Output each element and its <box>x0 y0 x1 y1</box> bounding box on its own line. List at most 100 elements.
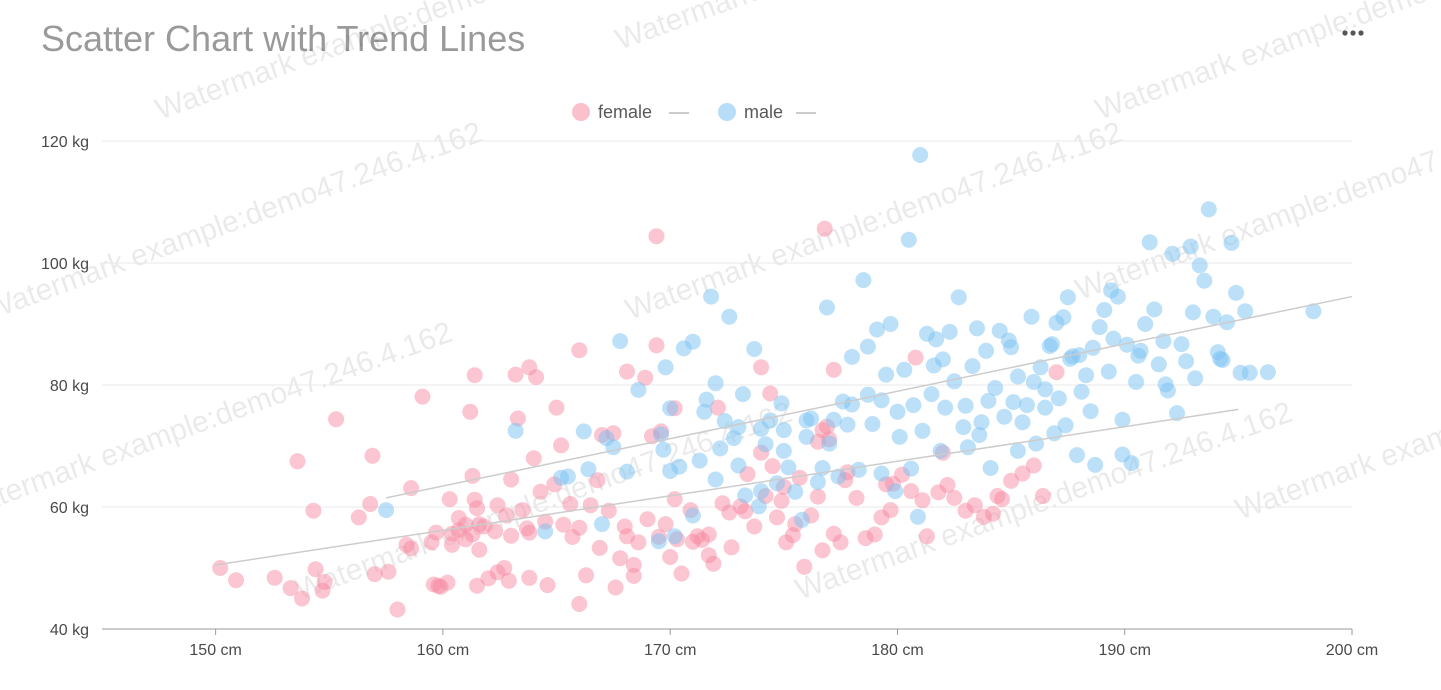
data-point-male[interactable] <box>703 288 720 305</box>
data-point-male[interactable] <box>964 358 981 375</box>
data-point-female[interactable] <box>571 519 588 536</box>
data-point-male[interactable] <box>1087 456 1104 473</box>
data-point-male[interactable] <box>1184 304 1201 321</box>
data-point-male[interactable] <box>1146 301 1163 318</box>
data-point-female[interactable] <box>212 560 229 576</box>
data-point-female[interactable] <box>521 569 538 586</box>
data-point-female[interactable] <box>228 572 245 589</box>
data-point-male[interactable] <box>1082 403 1099 420</box>
data-point-male[interactable] <box>559 468 576 485</box>
data-point-female[interactable] <box>553 437 570 454</box>
data-point-male[interactable] <box>873 465 890 482</box>
data-point-male[interactable] <box>684 333 701 350</box>
data-point-male[interactable] <box>775 442 792 459</box>
data-point-male[interactable] <box>1157 376 1174 393</box>
data-point-male[interactable] <box>959 439 976 456</box>
data-point-male[interactable] <box>900 231 917 248</box>
data-point-female[interactable] <box>737 503 754 520</box>
data-point-female[interactable] <box>705 555 722 572</box>
data-point-female[interactable] <box>816 220 833 237</box>
data-point-male[interactable] <box>1084 339 1101 356</box>
data-point-female[interactable] <box>612 550 629 567</box>
data-point-male[interactable] <box>1062 350 1079 367</box>
data-point-female[interactable] <box>380 563 397 580</box>
data-point-male[interactable] <box>775 422 792 439</box>
data-point-male[interactable] <box>605 439 622 456</box>
data-point-female[interactable] <box>773 492 790 509</box>
data-point-male[interactable] <box>1048 314 1065 331</box>
data-point-female[interactable] <box>503 527 520 544</box>
data-point-female[interactable] <box>571 342 588 359</box>
data-point-female[interactable] <box>496 560 513 576</box>
data-point-male[interactable] <box>1078 367 1095 384</box>
data-point-female[interactable] <box>428 524 445 541</box>
data-point-female[interactable] <box>939 477 956 493</box>
data-point-female[interactable] <box>723 539 740 556</box>
data-point-male[interactable] <box>378 502 395 519</box>
data-point-female[interactable] <box>266 569 283 586</box>
data-point-male[interactable] <box>980 392 997 409</box>
data-point-male[interactable] <box>1050 390 1067 407</box>
data-point-female[interactable] <box>753 359 770 376</box>
data-point-male[interactable] <box>1009 442 1026 459</box>
data-point-male[interactable] <box>1044 336 1060 353</box>
data-point-male[interactable] <box>1223 234 1240 251</box>
legend[interactable]: female male <box>572 102 816 122</box>
data-point-female[interactable] <box>389 601 406 618</box>
data-point-female[interactable] <box>439 574 456 591</box>
data-point-male[interactable] <box>712 440 729 457</box>
data-point-female[interactable] <box>548 399 565 416</box>
data-point-female[interactable] <box>539 577 556 594</box>
data-point-male[interactable] <box>1037 381 1054 398</box>
data-point-female[interactable] <box>1034 488 1051 504</box>
data-point-male[interactable] <box>769 475 785 492</box>
data-point-male[interactable] <box>957 397 974 414</box>
data-point-male[interactable] <box>657 359 674 376</box>
data-point-female[interactable] <box>907 349 924 366</box>
data-point-male[interactable] <box>1025 374 1042 390</box>
legend-item-male[interactable]: male <box>718 102 816 122</box>
data-point-male[interactable] <box>882 316 899 332</box>
data-point-female[interactable] <box>514 502 531 519</box>
data-point-male[interactable] <box>844 348 860 365</box>
data-point-female[interactable] <box>571 596 588 612</box>
data-point-male[interactable] <box>859 338 876 355</box>
data-point-male[interactable] <box>630 381 647 398</box>
data-point-male[interactable] <box>1073 383 1090 400</box>
data-point-male[interactable] <box>1114 411 1131 428</box>
data-point-male[interactable] <box>773 395 790 412</box>
data-point-male[interactable] <box>580 461 597 478</box>
data-point-female[interactable] <box>1025 457 1042 474</box>
data-point-female[interactable] <box>700 526 717 543</box>
data-point-female[interactable] <box>521 359 538 376</box>
data-point-male[interactable] <box>730 419 747 436</box>
data-point-male[interactable] <box>655 441 672 458</box>
data-point-male[interactable] <box>1037 399 1054 416</box>
data-point-male[interactable] <box>750 498 767 515</box>
data-point-male[interactable] <box>1096 302 1113 318</box>
data-point-female[interactable] <box>657 516 674 533</box>
data-point-female[interactable] <box>316 574 333 590</box>
data-point-female[interactable] <box>471 541 488 558</box>
data-point-male[interactable] <box>794 511 810 528</box>
data-point-male[interactable] <box>537 523 554 540</box>
data-point-male[interactable] <box>850 461 867 478</box>
data-point-male[interactable] <box>696 403 713 420</box>
data-point-male[interactable] <box>1141 234 1158 251</box>
data-point-female[interactable] <box>903 483 920 500</box>
data-point-female[interactable] <box>866 526 883 543</box>
data-point-male[interactable] <box>666 528 683 545</box>
data-point-male[interactable] <box>1128 374 1145 390</box>
data-point-female[interactable] <box>600 502 617 519</box>
data-point-male[interactable] <box>1028 435 1045 452</box>
data-point-male[interactable] <box>1150 356 1167 373</box>
data-point-male[interactable] <box>698 391 715 408</box>
data-point-female[interactable] <box>294 590 310 607</box>
data-point-female[interactable] <box>307 561 324 578</box>
data-point-male[interactable] <box>950 289 967 306</box>
data-point-male[interactable] <box>821 435 838 452</box>
data-point-male[interactable] <box>969 320 985 337</box>
data-point-male[interactable] <box>912 147 929 163</box>
data-point-male[interactable] <box>1200 201 1217 218</box>
data-point-female[interactable] <box>328 411 345 428</box>
